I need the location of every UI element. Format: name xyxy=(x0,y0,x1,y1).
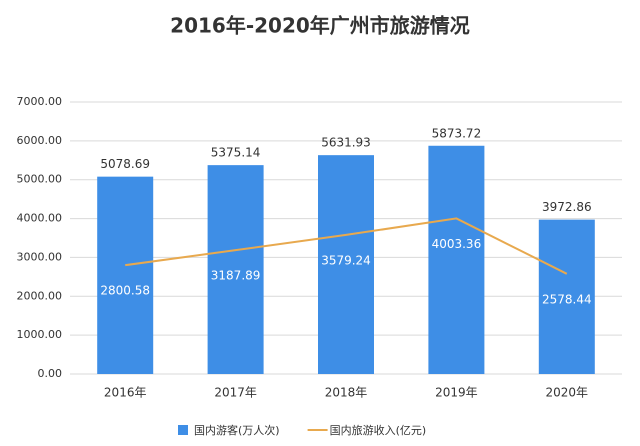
y-tick-label: 1000.00 xyxy=(17,328,63,341)
bar xyxy=(428,145,485,374)
bar-value-label: 5078.69 xyxy=(100,157,150,171)
line-value-label: 4003.36 xyxy=(432,237,482,251)
bar xyxy=(538,219,595,374)
line-value-label: 3187.89 xyxy=(211,269,261,283)
bar-value-label: 5375.14 xyxy=(211,146,261,160)
bar xyxy=(207,165,264,374)
y-tick-label: 5000.00 xyxy=(17,173,63,186)
x-tick-label: 2017年 xyxy=(214,386,257,400)
legend-swatch xyxy=(178,425,188,435)
line-value-label: 2800.58 xyxy=(100,284,150,298)
y-tick-label: 7000.00 xyxy=(17,95,63,108)
y-tick-label: 4000.00 xyxy=(17,212,63,225)
chart-title: 2016年-2020年广州市旅游情况 xyxy=(170,14,470,38)
x-tick-label: 2020年 xyxy=(546,386,589,400)
bar-value-label: 5873.72 xyxy=(432,126,482,140)
x-tick-label: 2019年 xyxy=(435,386,478,400)
x-tick-label: 2018年 xyxy=(325,386,368,400)
legend-label: 国内旅游收入(亿元) xyxy=(330,423,427,437)
line-value-label: 3579.24 xyxy=(321,253,371,267)
y-tick-label: 2000.00 xyxy=(17,289,63,302)
bar-value-label: 5631.93 xyxy=(321,136,371,150)
x-tick-label: 2016年 xyxy=(104,386,147,400)
y-tick-label: 6000.00 xyxy=(17,134,63,147)
bar xyxy=(97,176,154,374)
legend-label: 国内游客(万人次) xyxy=(194,423,280,437)
y-tick-label: 3000.00 xyxy=(17,250,63,263)
bar xyxy=(318,155,374,374)
bar-value-label: 3972.86 xyxy=(542,200,592,214)
line xyxy=(125,217,568,275)
line-value-label: 2578.44 xyxy=(542,292,592,306)
y-tick-label: 0.00 xyxy=(38,367,63,380)
